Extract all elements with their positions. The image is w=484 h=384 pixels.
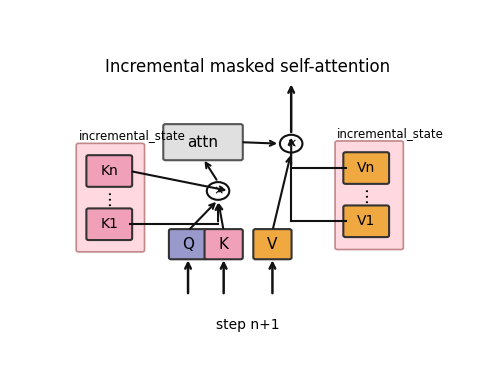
Text: $\times$: $\times$ [212,184,224,197]
Text: incremental_state: incremental_state [78,129,185,142]
Text: ⋯: ⋯ [100,189,118,206]
Text: V: V [267,237,278,252]
Circle shape [280,135,302,152]
FancyBboxPatch shape [169,229,207,259]
Text: Kn: Kn [100,164,118,178]
Text: Incremental masked self-attention: Incremental masked self-attention [106,58,391,76]
FancyBboxPatch shape [335,141,403,250]
Text: ⋯: ⋯ [357,186,375,203]
Text: V1: V1 [357,214,376,228]
Text: Vn: Vn [357,161,375,175]
Text: incremental_state: incremental_state [337,127,444,140]
FancyBboxPatch shape [343,205,389,237]
Text: Q: Q [182,237,194,252]
FancyBboxPatch shape [163,124,243,160]
Text: attn: attn [187,135,219,150]
Text: $\times$: $\times$ [286,137,297,150]
Text: K: K [219,237,228,252]
FancyBboxPatch shape [253,229,291,259]
Circle shape [207,182,229,200]
FancyBboxPatch shape [205,229,243,259]
FancyBboxPatch shape [86,155,132,187]
FancyBboxPatch shape [86,209,132,240]
Text: K1: K1 [100,217,118,231]
Text: step n+1: step n+1 [216,318,280,333]
FancyBboxPatch shape [343,152,389,184]
FancyBboxPatch shape [76,143,145,252]
